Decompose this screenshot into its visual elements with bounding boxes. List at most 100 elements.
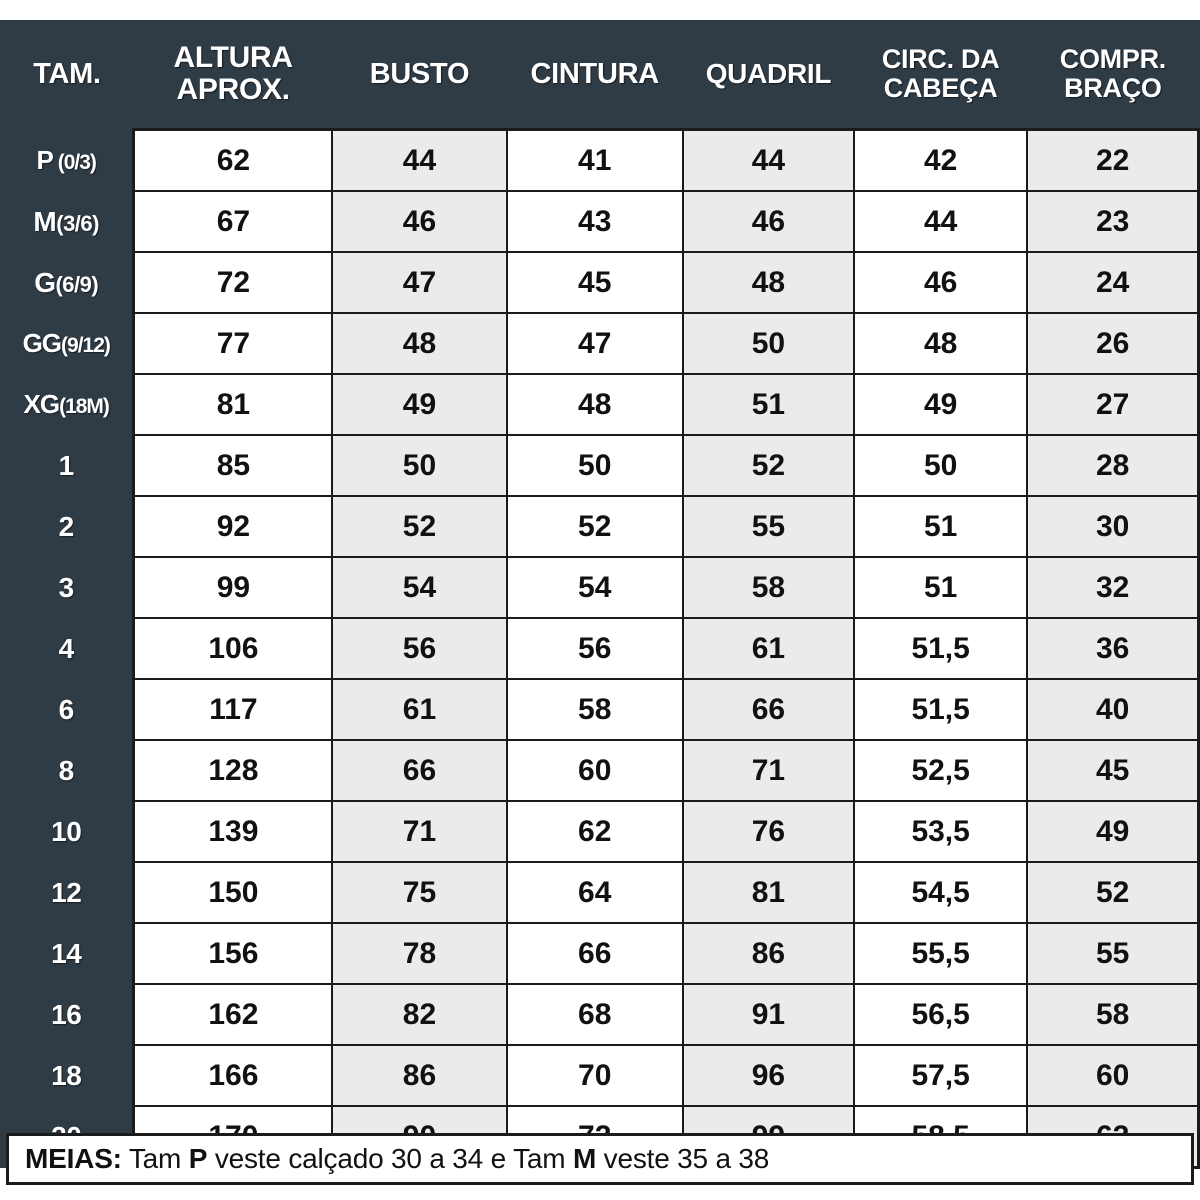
cell-altura-aprox: 162 — [132, 983, 334, 1046]
cell-compr-braco: 23 — [1026, 190, 1200, 253]
cell-circ-da-cabeca: 52,5 — [853, 739, 1029, 802]
cell-compr-braco: 45 — [1026, 739, 1200, 802]
table-row: 6 117 61 58 66 51,5 40 — [0, 678, 1200, 741]
column-header-circ-da-cabeca: CIRC. DA CABEÇA — [854, 20, 1028, 130]
cell-circ-da-cabeca: 51 — [853, 556, 1029, 619]
table-row: 8 128 66 60 71 52,5 45 — [0, 739, 1200, 802]
table-row: 10 139 71 62 76 53,5 49 — [0, 800, 1200, 863]
cell-circ-da-cabeca: 56,5 — [853, 983, 1029, 1046]
row-size-age-range: (6/9) — [55, 271, 99, 297]
meias-text-part2: veste calçado 30 a 34 e Tam — [207, 1143, 573, 1174]
column-header-compr-braco: COMPR. BRAÇO — [1027, 20, 1199, 130]
cell-altura-aprox: 81 — [132, 373, 334, 436]
table-row: 2 92 52 52 55 51 30 — [0, 495, 1200, 558]
column-header-quadril: QUADRIL — [682, 20, 855, 130]
cell-circ-da-cabeca: 42 — [853, 128, 1029, 192]
table-row: P (0/3) 62 44 41 44 42 22 — [0, 128, 1200, 192]
column-header-altura-aprox: ALTURA APROX. — [133, 20, 333, 130]
table-row: 14 156 78 66 86 55,5 55 — [0, 922, 1200, 985]
column-header-busto: BUSTO — [332, 20, 507, 130]
cell-cintura: 54 — [505, 556, 684, 619]
size-chart-frame: TAM. ALTURA APROX. BUSTO CINTURA QUADRIL — [0, 20, 1200, 1169]
cell-quadril: 58 — [681, 556, 856, 619]
cell-compr-braco: 40 — [1026, 678, 1200, 741]
meias-note-bar: MEIAS: Tam P veste calçado 30 a 34 e Tam… — [6, 1133, 1194, 1185]
cell-compr-braco: 24 — [1026, 251, 1200, 314]
cell-circ-da-cabeca: 48 — [853, 312, 1029, 375]
cell-cintura: 50 — [505, 434, 684, 497]
cell-altura-aprox: 106 — [132, 617, 334, 680]
cell-compr-braco: 36 — [1026, 617, 1200, 680]
meias-label: MEIAS: — [25, 1143, 122, 1174]
cell-quadril: 46 — [681, 190, 856, 253]
meias-text-part1: Tam — [121, 1143, 189, 1174]
header-line: BUSTO — [369, 57, 470, 90]
cell-quadril: 52 — [681, 434, 856, 497]
cell-cintura: 60 — [505, 739, 684, 802]
cell-compr-braco: 60 — [1026, 1044, 1200, 1107]
row-size-main: G — [34, 266, 56, 298]
cell-busto: 78 — [331, 922, 508, 985]
row-size-label: 3 — [0, 557, 134, 618]
cell-busto: 49 — [331, 373, 508, 436]
cell-busto: 75 — [331, 861, 508, 924]
cell-altura-aprox: 139 — [132, 800, 334, 863]
cell-altura-aprox: 72 — [132, 251, 334, 314]
header-line: CINTURA — [530, 57, 660, 90]
cell-quadril: 71 — [681, 739, 856, 802]
row-size-main: 1 — [58, 449, 75, 481]
cell-altura-aprox: 99 — [132, 556, 334, 619]
cell-cintura: 64 — [505, 861, 684, 924]
row-size-main: 10 — [51, 815, 82, 847]
cell-cintura: 68 — [505, 983, 684, 1046]
row-size-label: 6 — [0, 679, 134, 740]
row-size-main: 14 — [51, 937, 82, 969]
row-size-label: XG(18M) — [0, 374, 134, 435]
table-row: 1 85 50 50 52 50 28 — [0, 434, 1200, 497]
header-line: TAM. — [33, 58, 101, 91]
row-size-label: 4 — [0, 618, 134, 679]
header-line: APROX. — [176, 73, 291, 106]
row-size-main: 12 — [51, 876, 82, 908]
cell-compr-braco: 22 — [1026, 128, 1200, 192]
row-size-label: 12 — [0, 862, 134, 923]
cell-circ-da-cabeca: 50 — [853, 434, 1029, 497]
row-size-label: 2 — [0, 496, 134, 557]
row-size-main: 8 — [58, 754, 75, 786]
row-size-age-range: (9/12) — [61, 334, 111, 357]
cell-circ-da-cabeca: 51,5 — [853, 678, 1029, 741]
row-size-label: 16 — [0, 984, 134, 1045]
row-size-label: 10 — [0, 801, 134, 862]
cell-altura-aprox: 117 — [132, 678, 334, 741]
cell-compr-braco: 58 — [1026, 983, 1200, 1046]
table-row: 16 162 82 68 91 56,5 58 — [0, 983, 1200, 1046]
cell-cintura: 41 — [505, 128, 684, 192]
cell-compr-braco: 32 — [1026, 556, 1200, 619]
meias-text-part3: veste 35 a 38 — [596, 1143, 770, 1174]
cell-quadril: 66 — [681, 678, 856, 741]
table-row: 3 99 54 54 58 51 32 — [0, 556, 1200, 619]
cell-compr-braco: 27 — [1026, 373, 1200, 436]
cell-busto: 82 — [331, 983, 508, 1046]
row-size-main: 3 — [58, 571, 75, 603]
cell-altura-aprox: 156 — [132, 922, 334, 985]
row-size-main: 16 — [51, 998, 82, 1030]
cell-busto: 50 — [331, 434, 508, 497]
cell-busto: 86 — [331, 1044, 508, 1107]
cell-cintura: 58 — [505, 678, 684, 741]
row-size-age-range: (18M) — [59, 395, 110, 418]
table-row: G(6/9) 72 47 45 48 46 24 — [0, 251, 1200, 314]
cell-compr-braco: 55 — [1026, 922, 1200, 985]
table-row: 18 166 86 70 96 57,5 60 — [0, 1044, 1200, 1107]
cell-busto: 66 — [331, 739, 508, 802]
cell-altura-aprox: 77 — [132, 312, 334, 375]
cell-circ-da-cabeca: 55,5 — [853, 922, 1029, 985]
cell-circ-da-cabeca: 54,5 — [853, 861, 1029, 924]
cell-circ-da-cabeca: 51,5 — [853, 617, 1029, 680]
row-size-age-range: (3/6) — [56, 210, 99, 236]
cell-quadril: 44 — [681, 128, 856, 192]
cell-cintura: 66 — [505, 922, 684, 985]
cell-circ-da-cabeca: 49 — [853, 373, 1029, 436]
row-size-main: 4 — [58, 632, 75, 664]
